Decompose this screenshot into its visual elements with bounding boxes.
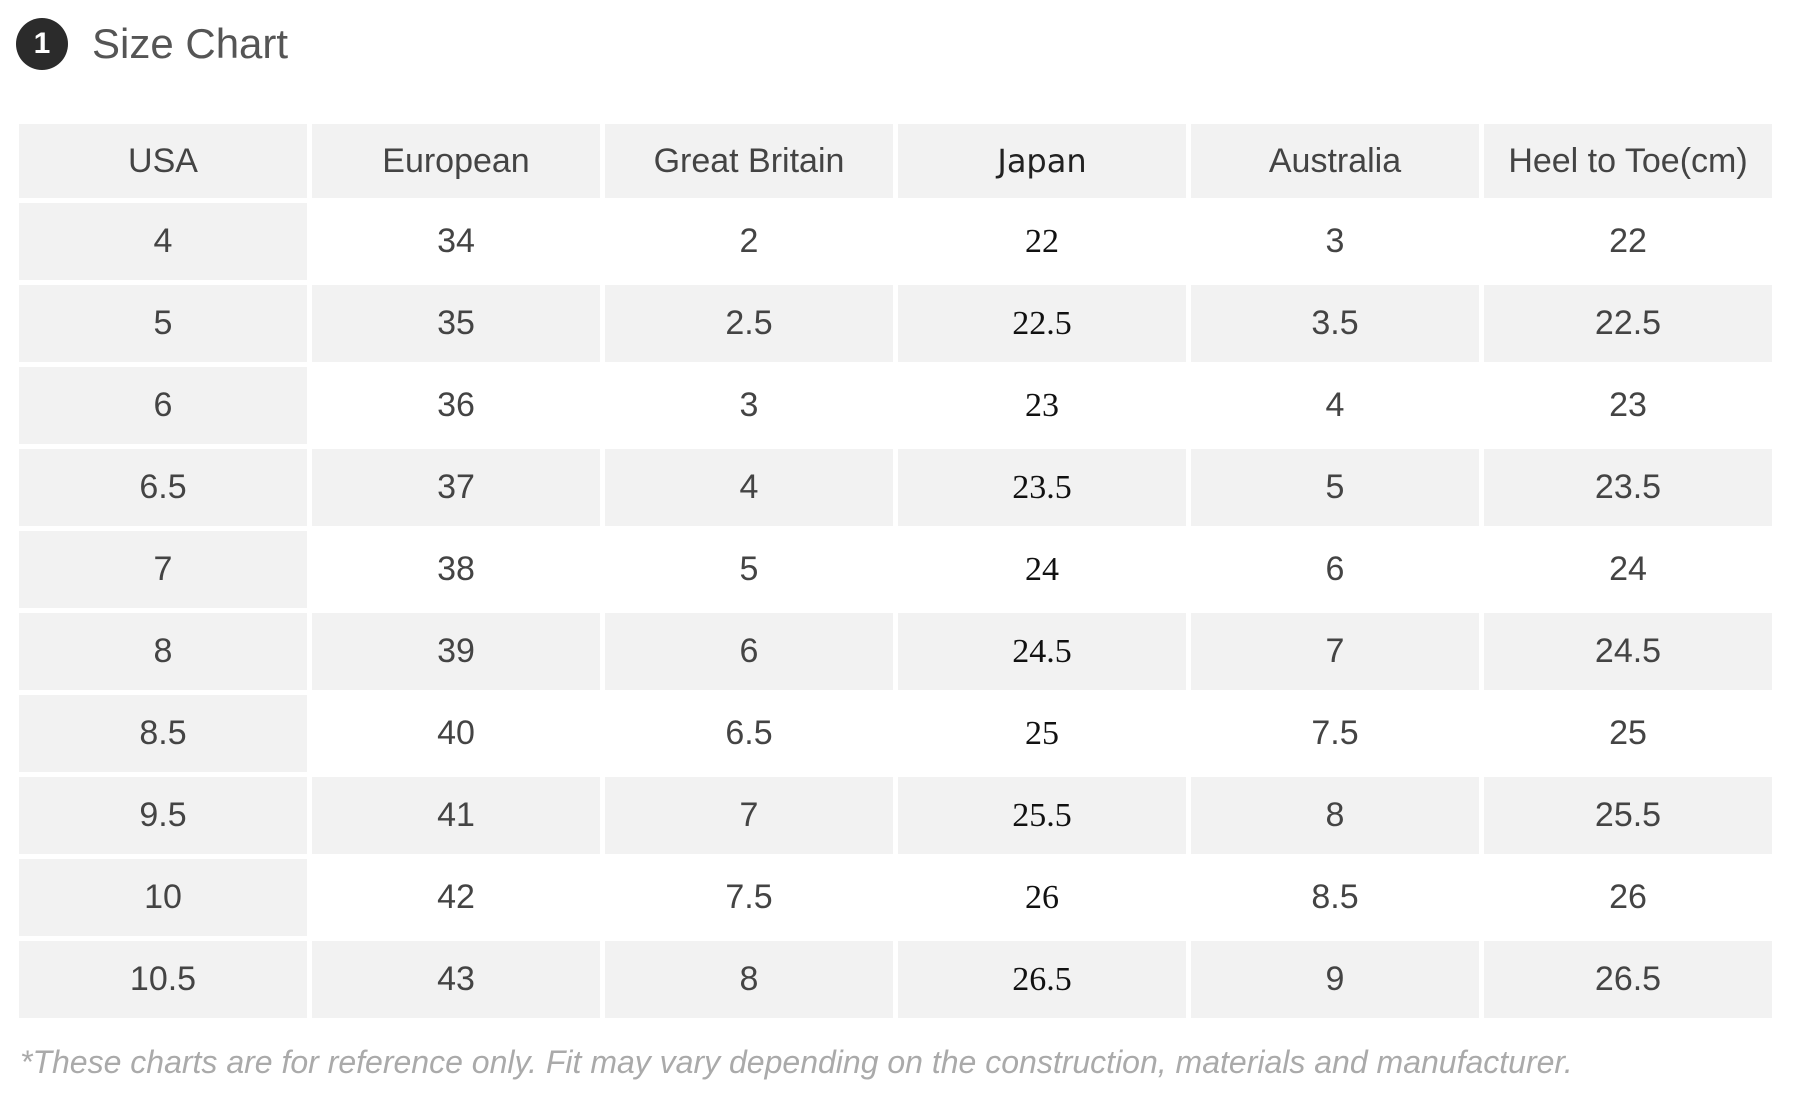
column-header: Japan: [898, 124, 1186, 198]
cell: 8: [19, 613, 307, 690]
cell: 40: [312, 695, 600, 772]
cell: 6.5: [19, 449, 307, 526]
cell: 22: [1484, 203, 1772, 280]
cell: 41: [312, 777, 600, 854]
table-row: 10 42 7.5 26 8.5 26: [19, 859, 1772, 936]
cell: 7: [1191, 613, 1479, 690]
cell: 23.5: [898, 449, 1186, 526]
cell: 42: [312, 859, 600, 936]
cell: 9.5: [19, 777, 307, 854]
cell: 22.5: [898, 285, 1186, 362]
cell: 34: [312, 203, 600, 280]
cell: 3: [1191, 203, 1479, 280]
cell: 24: [898, 531, 1186, 608]
table-row: 6.5 37 4 23.5 5 23.5: [19, 449, 1772, 526]
size-table: USA European Great Britain Japan Australia He…: [14, 119, 1777, 1023]
header: 1 Size Chart: [16, 18, 288, 70]
cell: 24.5: [898, 613, 1186, 690]
cell: 6: [19, 367, 307, 444]
cell: 3: [605, 367, 893, 444]
title: Size Chart: [92, 20, 289, 67]
cell: 35: [312, 285, 600, 362]
cell: 8: [1191, 777, 1479, 854]
cell: 37: [312, 449, 600, 526]
step-badge: 1: [16, 18, 68, 70]
cell: 5: [1191, 449, 1479, 526]
cell: 26.5: [898, 941, 1186, 1018]
cell: 22: [898, 203, 1186, 280]
cell: 26: [898, 859, 1186, 936]
column-header: USA: [19, 124, 307, 198]
cell: 25: [1484, 695, 1772, 772]
cell: 38: [312, 531, 600, 608]
column-header: European: [312, 124, 600, 198]
cell: 4: [1191, 367, 1479, 444]
cell: 6: [605, 613, 893, 690]
cell: 23.5: [1484, 449, 1772, 526]
table-row: 9.5 41 7 25.5 8 25.5: [19, 777, 1772, 854]
cell: 22.5: [1484, 285, 1772, 362]
cell: 5: [19, 285, 307, 362]
column-header: Great Britain: [605, 124, 893, 198]
cell: 2: [605, 203, 893, 280]
cell: 24.5: [1484, 613, 1772, 690]
table-row: 10.5 43 8 26.5 9 26.5: [19, 941, 1772, 1018]
cell: 8: [605, 941, 893, 1018]
column-header: Australia: [1191, 124, 1479, 198]
cell: 10: [19, 859, 307, 936]
cell: 7.5: [1191, 695, 1479, 772]
table-row: 4 34 2 22 3 22: [19, 203, 1772, 280]
cell: 36: [312, 367, 600, 444]
table-row: 8 39 6 24.5 7 24.5: [19, 613, 1772, 690]
cell: 25: [898, 695, 1186, 772]
cell: 8.5: [19, 695, 307, 772]
cell: 7: [605, 777, 893, 854]
table-row: 5 35 2.5 22.5 3.5 22.5: [19, 285, 1772, 362]
cell: 26.5: [1484, 941, 1772, 1018]
cell: 8.5: [1191, 859, 1479, 936]
cell: 25.5: [898, 777, 1186, 854]
cell: 39: [312, 613, 600, 690]
cell: 23: [898, 367, 1186, 444]
cell: 10.5: [19, 941, 307, 1018]
cell: 6: [1191, 531, 1479, 608]
cell: 7.5: [605, 859, 893, 936]
cell: 43: [312, 941, 600, 1018]
cell: 5: [605, 531, 893, 608]
cell: 7: [19, 531, 307, 608]
table-row: 8.5 40 6.5 25 7.5 25: [19, 695, 1772, 772]
table-row: 6 36 3 23 4 23: [19, 367, 1772, 444]
cell: 6.5: [605, 695, 893, 772]
cell: 4: [19, 203, 307, 280]
cell: 3.5: [1191, 285, 1479, 362]
cell: 4: [605, 449, 893, 526]
table-row: 7 38 5 24 6 24: [19, 531, 1772, 608]
column-header: Heel to Toe(cm): [1484, 124, 1772, 198]
footnote: *These charts are for reference only. Fi…: [20, 1044, 1573, 1080]
cell: 2.5: [605, 285, 893, 362]
cell: 24: [1484, 531, 1772, 608]
cell: 26: [1484, 859, 1772, 936]
cell: 9: [1191, 941, 1479, 1018]
header-row: USA European Great Britain Japan Australia He…: [19, 124, 1772, 198]
cell: 23: [1484, 367, 1772, 444]
cell: 25.5: [1484, 777, 1772, 854]
